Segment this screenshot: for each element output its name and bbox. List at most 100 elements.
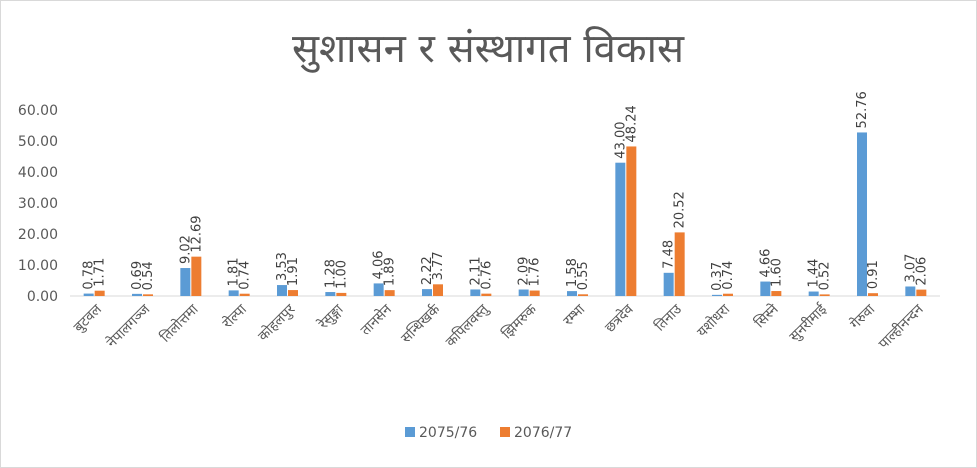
- bar-series2: [626, 146, 637, 296]
- x-tick-label: झिमरुक: [498, 301, 540, 343]
- bar-series1: [615, 162, 626, 296]
- x-tick-label: सन्धिखर्क: [398, 301, 444, 347]
- x-tick-label: तिनाउ: [651, 301, 685, 335]
- bar-series2: [868, 293, 878, 296]
- y-tick-label: 30.00: [18, 196, 58, 212]
- x-tick-label: रोल्पा: [219, 301, 250, 332]
- data-label: 1.58: [565, 258, 580, 287]
- x-tick-label: पाल्हीनन्दन: [875, 301, 927, 353]
- y-tick-label: 60.00: [18, 103, 58, 119]
- data-label: 1.60: [769, 258, 784, 287]
- data-label: 0.76: [479, 261, 494, 290]
- data-label: 0.37: [710, 262, 725, 291]
- data-label: 7.48: [662, 240, 677, 269]
- bar-series2: [674, 232, 685, 296]
- data-label: 1.76: [528, 258, 543, 287]
- x-tick-label: नेपालगञ्ज: [103, 300, 154, 351]
- bar-series2: [336, 292, 347, 296]
- x-tick-label: तिलोत्तमा: [157, 301, 202, 346]
- legend-swatch: [405, 427, 415, 437]
- bar-series1: [857, 132, 867, 296]
- bar-series1: [277, 285, 287, 296]
- y-tick-label: 50.00: [18, 134, 58, 150]
- data-label: 43.00: [613, 121, 628, 158]
- bar-series2: [723, 293, 733, 296]
- bar-series1: [83, 293, 94, 296]
- bar-series2: [916, 289, 927, 296]
- x-tick-label: सिस्ने: [751, 301, 782, 332]
- y-tick-label: 40.00: [18, 165, 58, 181]
- x-tick-label: तानसेन: [357, 301, 395, 339]
- x-tick-label: सुनरीमाई: [786, 300, 831, 345]
- legend-label: 2076/77: [514, 425, 572, 441]
- y-tick-label: 10.00: [18, 258, 58, 274]
- bar-series2: [143, 294, 153, 296]
- bar-series2: [578, 294, 588, 296]
- data-label: 2.11: [468, 257, 483, 286]
- data-label: 9.02: [178, 235, 193, 264]
- data-label: 3.07: [903, 254, 918, 283]
- data-label: 1.71: [93, 258, 108, 287]
- data-label: 2.09: [517, 257, 532, 286]
- data-label: 4.06: [372, 250, 387, 279]
- x-tick-label: बुटवल: [71, 301, 106, 336]
- y-tick-label: 20.00: [18, 227, 58, 243]
- y-axis: 0.00 10.00 20.00 30.00 40.00 50.00 60.00: [18, 103, 58, 305]
- data-label: 48.24: [624, 105, 639, 142]
- data-label: 3.53: [275, 252, 290, 281]
- data-label: 20.52: [673, 191, 688, 228]
- bar-series1: [228, 290, 239, 296]
- data-label: 1.00: [334, 260, 349, 289]
- bar-series1: [712, 294, 722, 296]
- data-label: 2.06: [914, 257, 929, 286]
- bar-series1: [663, 272, 674, 296]
- x-tick-label: रेसुङ्गा: [315, 301, 347, 333]
- bar-series1: [808, 291, 819, 296]
- data-label: 1.28: [323, 259, 338, 288]
- data-label: 1.81: [227, 257, 242, 286]
- bar-series1: [567, 291, 577, 296]
- bar-series2: [529, 290, 540, 296]
- bars: [83, 132, 927, 296]
- data-label: 0.74: [238, 261, 253, 290]
- bar-series1: [180, 268, 191, 296]
- data-label: 1.44: [807, 259, 822, 288]
- x-tick-label: यशोधरा: [694, 301, 734, 341]
- legend-swatch: [500, 427, 510, 437]
- x-tick-label: गेरुवा: [847, 301, 879, 333]
- data-label: 12.69: [189, 215, 204, 252]
- y-tick-label: 0.00: [27, 289, 58, 305]
- x-tick-label: रम्भा: [560, 301, 588, 329]
- data-label: 0.52: [818, 261, 833, 290]
- data-label: 2.22: [420, 256, 435, 285]
- bar-series1: [905, 286, 916, 296]
- data-label: 0.91: [866, 260, 881, 289]
- bar-series2: [771, 291, 782, 296]
- legend-label: 2075/76: [419, 425, 477, 441]
- bar-series1: [422, 289, 432, 296]
- bar-series1: [132, 293, 142, 296]
- bar-series1: [325, 292, 336, 296]
- data-label: 3.77: [431, 251, 446, 280]
- data-label: 0.69: [130, 261, 145, 290]
- x-tick-label: कपिलवस्तु: [442, 300, 492, 350]
- bar-series2: [239, 293, 250, 296]
- x-tick-label: कोहलपुर: [254, 301, 298, 345]
- data-label: 0.78: [82, 261, 97, 290]
- bar-series2: [94, 290, 105, 296]
- data-label: 0.74: [721, 261, 736, 290]
- data-label: 0.54: [141, 261, 156, 290]
- bar-series2: [819, 294, 830, 296]
- bar-series1: [470, 289, 481, 296]
- bar-series1: [373, 283, 384, 296]
- data-label: 52.76: [855, 91, 870, 128]
- bar-series2: [288, 290, 298, 296]
- bar-series1: [760, 281, 771, 296]
- data-label: 4.66: [758, 249, 773, 278]
- legend: 2075/76 2076/77: [405, 425, 572, 441]
- data-label: 1.91: [286, 257, 301, 286]
- bar-series2: [384, 290, 395, 296]
